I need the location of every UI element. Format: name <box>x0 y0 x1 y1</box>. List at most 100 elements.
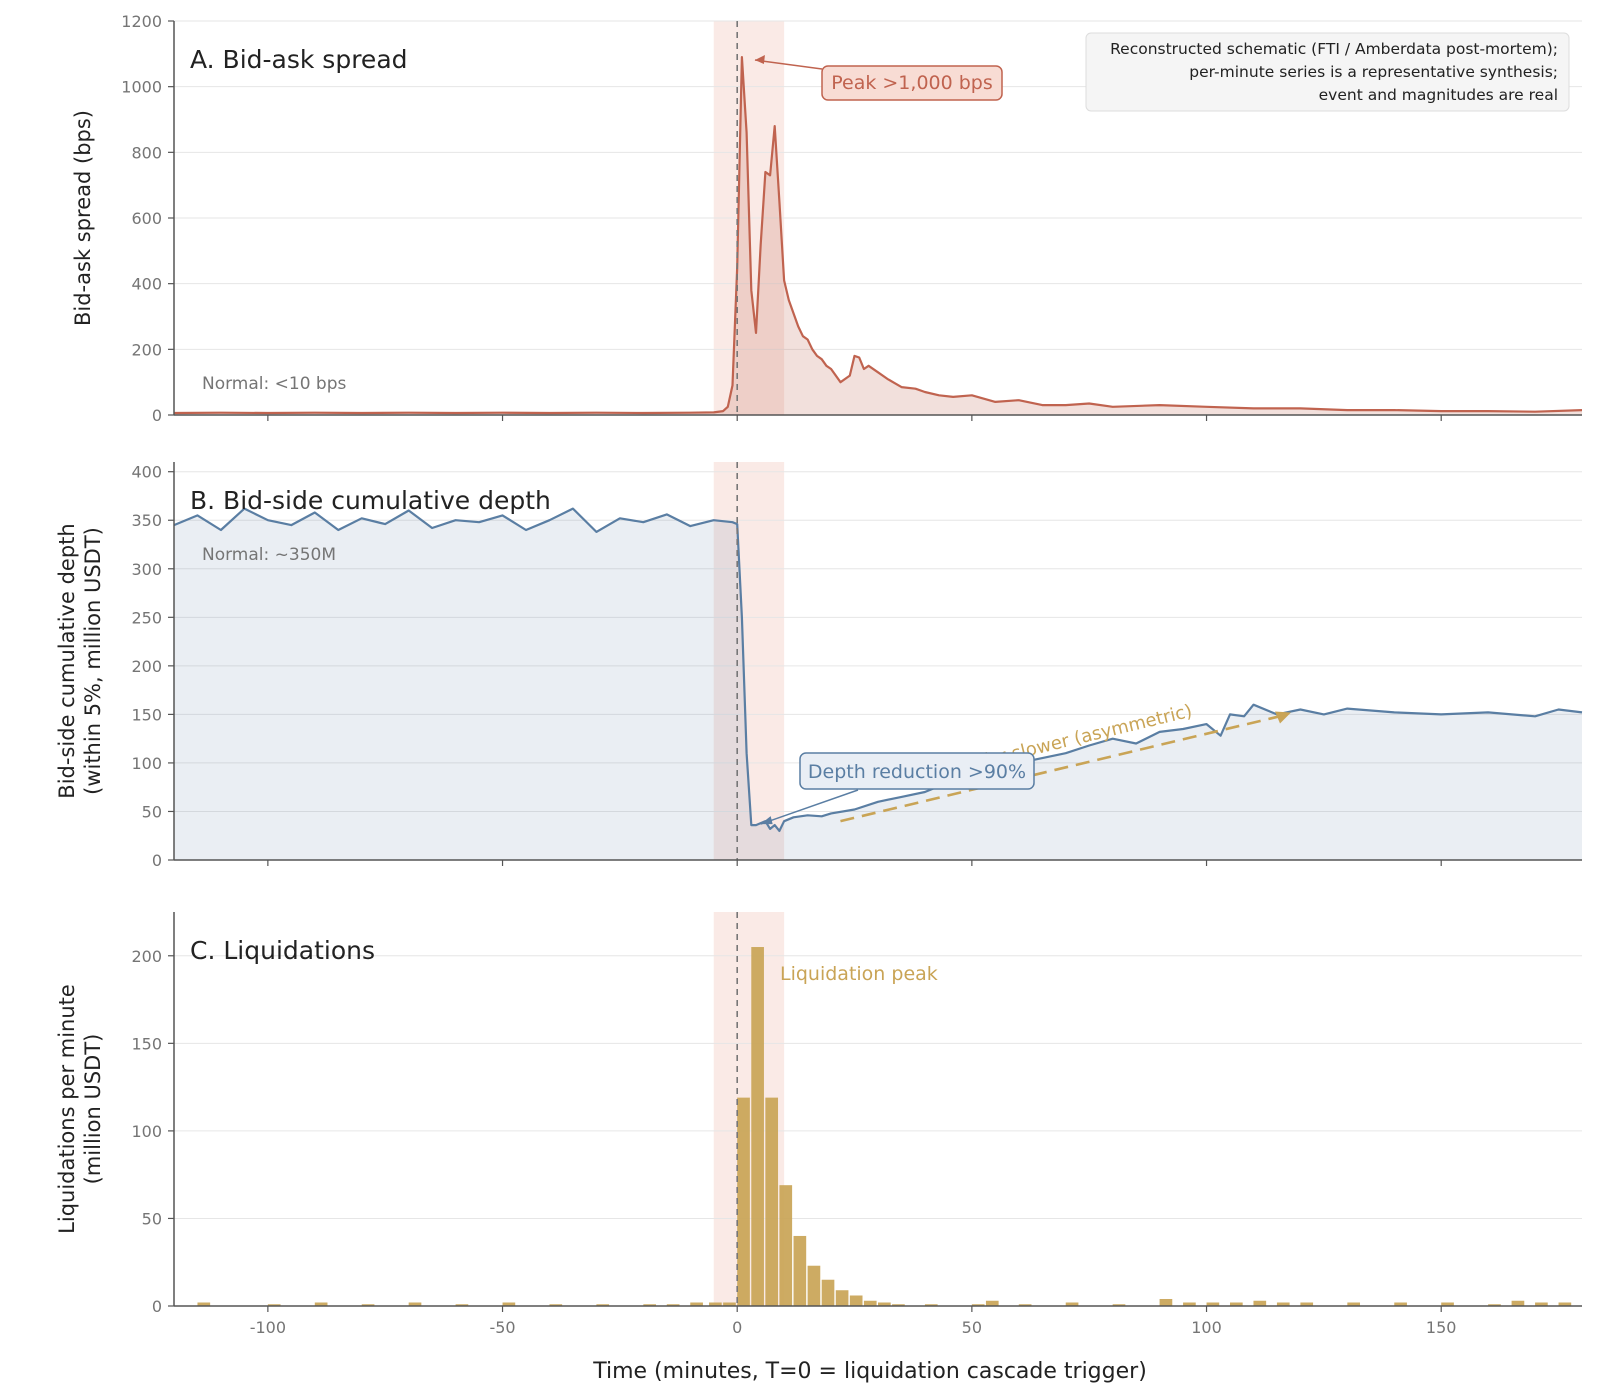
source-note: Reconstructed schematic (FTI / Amberdata… <box>1085 32 1570 112</box>
depth-y-tick-label: 350 <box>131 511 162 530</box>
liquidation-bar <box>690 1302 703 1306</box>
x-tick-label: 150 <box>1426 1318 1457 1337</box>
liquidation-bar <box>1018 1304 1032 1306</box>
depth-y-axis-label-line-1: Bid-side cumulative depth <box>55 523 79 798</box>
liquidation-bar <box>455 1304 469 1306</box>
depth-annotation-arrowhead <box>760 816 773 825</box>
liquidations-y-tick-label: 150 <box>131 1034 162 1053</box>
depth-annotation-arrow <box>760 789 859 825</box>
liquidation-bar <box>835 1290 849 1306</box>
liquidation-bar <box>197 1302 211 1306</box>
liquidation-bar <box>863 1300 877 1306</box>
depth-baseline-note: Normal: ~350M <box>202 545 336 565</box>
depth-y-tick-label: 200 <box>131 657 162 676</box>
liquidation-bar <box>1488 1304 1501 1306</box>
spread-y-tick-label: 0 <box>152 406 162 425</box>
depth-series-line <box>173 507 1583 832</box>
x-tick-label: -50 <box>489 1318 515 1337</box>
liquidations-panel-title: C. Liquidations <box>190 936 375 965</box>
spread-y-tick-label: 1000 <box>121 78 162 97</box>
liquidation-bar <box>878 1302 891 1306</box>
depth-annotation-label: Depth reduction >90% <box>808 761 1026 783</box>
liquidation-bar <box>1112 1304 1126 1306</box>
spread-series-line <box>173 56 1583 415</box>
panel-liquidations: 0 50 100 150 200 C. Liquidations Liquidations … <box>55 912 1582 1316</box>
x-tick-label: 100 <box>1191 1318 1222 1337</box>
liquidation-bar <box>779 1185 793 1306</box>
depth-y-tick-label: 400 <box>131 463 162 482</box>
peak-annotation-arrowhead <box>754 55 765 64</box>
x-axis-label: Time (minutes, T=0 = liquidation cascade… <box>592 1359 1147 1384</box>
liquidation-bar <box>267 1304 281 1306</box>
liquidation-bar <box>596 1304 610 1306</box>
liquidation-bar <box>737 1097 750 1306</box>
liquidations-y-tick-label: 200 <box>131 947 162 966</box>
depth-area <box>174 508 1582 860</box>
recovery-arrowhead <box>1275 711 1292 724</box>
liquidations-y-tick-label: 100 <box>131 1122 162 1141</box>
liquidation-bar <box>643 1304 657 1306</box>
source-note-box <box>1085 32 1570 112</box>
liquidation-bar <box>666 1304 680 1306</box>
liquidation-bar <box>924 1304 938 1306</box>
depth-y-tick-label: 150 <box>131 705 162 724</box>
liquidation-bar <box>821 1279 835 1306</box>
liquidation-bar <box>549 1304 563 1306</box>
depth-y-tick-label: 250 <box>131 608 162 627</box>
spread-y-tick-label: 400 <box>131 275 162 294</box>
x-tick-label: -100 <box>250 1318 286 1337</box>
spread-y-tick-label: 600 <box>131 209 162 228</box>
depth-y-tick-label: 300 <box>131 560 162 579</box>
liquidation-bar <box>1159 1298 1173 1306</box>
liquidation-bar <box>1206 1302 1220 1306</box>
liquidation-bar <box>807 1265 821 1306</box>
depth-panel-title: B. Bid-side cumulative depth <box>190 486 551 515</box>
liquidation-bar <box>751 947 764 1306</box>
liquidation-bar <box>1230 1302 1243 1306</box>
source-note-line-3: event and magnitudes are real <box>1319 86 1558 104</box>
spread-y-tick-label: 1200 <box>121 12 162 31</box>
spread-panel-title: A. Bid-ask spread <box>190 45 408 74</box>
liquidations-y-tick-label: 50 <box>142 1209 162 1228</box>
liquidation-bar <box>765 1097 779 1306</box>
liquidation-bar <box>408 1302 422 1306</box>
liquidation-bar <box>1276 1302 1290 1306</box>
peak-annotation-arrow <box>754 59 823 70</box>
liquidation-bar <box>1347 1302 1361 1306</box>
liquidation-bar <box>1253 1300 1267 1306</box>
panel-spread: 0 200 400 600 800 1000 1200 A. Bid-ask spread Bi… <box>71 12 1583 425</box>
depth-y-tick-label: 100 <box>131 754 162 773</box>
liquidations-y-axis-label-line-1: Liquidations per minute <box>55 984 79 1234</box>
liquidation-bar <box>985 1300 999 1306</box>
depth-y-axis-label-line-2: (within 5%, million USDT) <box>81 527 105 795</box>
x-tick-label: 50 <box>962 1318 982 1337</box>
liquidation-peak-label: Liquidation peak <box>780 963 938 985</box>
liquidation-bar <box>793 1235 807 1306</box>
shared-x-axis: Time (minutes, T=0 = liquidation cascade… <box>250 1318 1457 1384</box>
depth-y-tick-label: 0 <box>152 851 162 870</box>
spread-y-tick-label: 200 <box>131 340 162 359</box>
liquidation-bar <box>1558 1302 1572 1306</box>
liquidations-y-axis-label-line-2: (million USDT) <box>81 1034 105 1185</box>
liquidation-bar <box>723 1302 736 1306</box>
spread-y-tick-label: 800 <box>131 143 162 162</box>
source-note-line-2: per-minute series is a representative sy… <box>1189 63 1558 81</box>
peak-annotation-box <box>821 65 1003 101</box>
liquidation-bar <box>1183 1302 1196 1306</box>
liquidation-bar <box>1535 1302 1548 1306</box>
liquidation-bar <box>1511 1300 1525 1306</box>
liquidation-bar <box>1394 1302 1407 1306</box>
liquidation-bar <box>361 1304 375 1306</box>
liquidation-bar <box>892 1304 905 1306</box>
liquidations-y-tick-label: 0 <box>152 1297 162 1316</box>
liquidation-bar <box>709 1302 722 1306</box>
liquidation-bar <box>502 1302 516 1306</box>
recovery-arrow <box>840 715 1280 823</box>
liquidation-bar <box>849 1295 863 1306</box>
panel-depth: 0 50 100 150 200 250 300 350 400 B. Bid-side cumu… <box>55 462 1583 870</box>
liquidation-bar <box>971 1304 985 1306</box>
x-tick-label: 0 <box>732 1318 742 1337</box>
liquidation-bar <box>1441 1302 1454 1306</box>
liquidation-bar <box>314 1302 328 1306</box>
